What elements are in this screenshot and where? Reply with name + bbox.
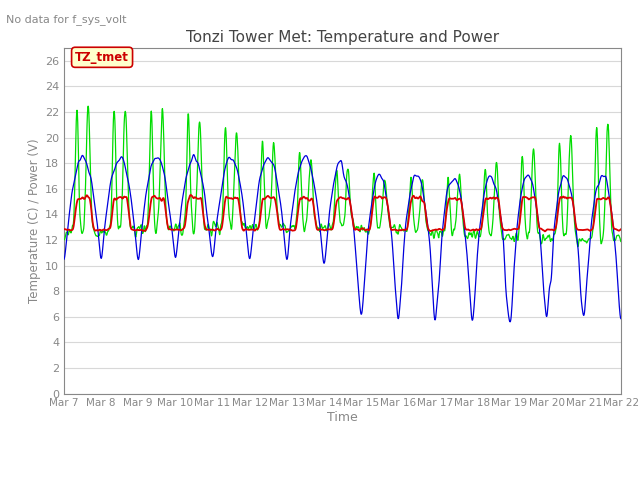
X-axis label: Time: Time xyxy=(327,411,358,424)
Title: Tonzi Tower Met: Temperature and Power: Tonzi Tower Met: Temperature and Power xyxy=(186,30,499,46)
Text: No data for f_sys_volt: No data for f_sys_volt xyxy=(6,14,127,25)
Text: TZ_tmet: TZ_tmet xyxy=(75,51,129,64)
Legend: Panel T, Battery V, Air T: Panel T, Battery V, Air T xyxy=(200,476,485,480)
Y-axis label: Temperature (C) / Power (V): Temperature (C) / Power (V) xyxy=(28,139,41,303)
